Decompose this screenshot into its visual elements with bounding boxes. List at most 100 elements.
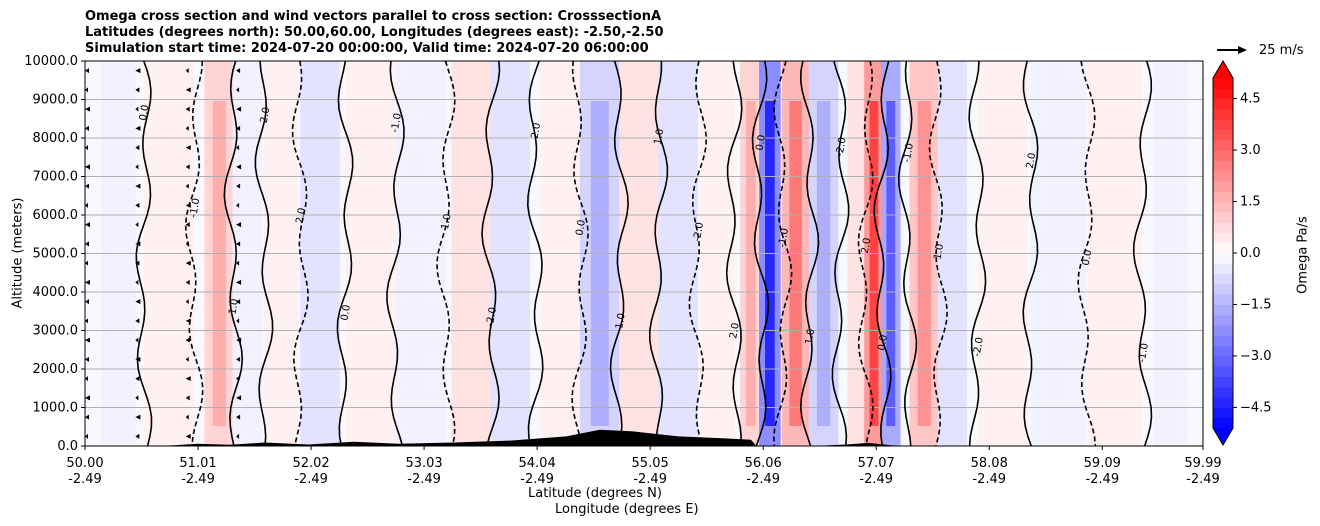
y-tick-label: 6000.0 xyxy=(33,208,79,223)
wind-vector xyxy=(185,356,189,362)
wind-vector xyxy=(185,299,189,305)
colorbar-segment xyxy=(1213,253,1233,264)
wind-vector xyxy=(85,318,88,324)
x-tick-label-lat: 54.04 xyxy=(519,456,556,471)
colorbar-segment xyxy=(1213,304,1233,316)
chart-title-line-1: Omega cross section and wind vectors par… xyxy=(85,9,662,24)
wind-vector xyxy=(185,164,190,170)
omega-band-core xyxy=(886,101,896,426)
colorbar-segment xyxy=(1213,150,1233,161)
contour-line xyxy=(135,61,153,446)
wind-vector xyxy=(236,106,242,112)
contour-line xyxy=(831,61,850,446)
colorbar-segment xyxy=(1213,201,1233,213)
wind-vector xyxy=(135,87,140,93)
colorbar-segment xyxy=(1213,355,1233,367)
x-tick-label-lat: 57.07 xyxy=(858,456,895,471)
contour-label: 0.0 xyxy=(339,304,353,322)
contour-line xyxy=(725,61,743,446)
y-tick-label: 1000.0 xyxy=(33,401,79,416)
wind-vector xyxy=(236,87,240,93)
wind-vector xyxy=(135,260,140,266)
y-tick-label: 2000.0 xyxy=(33,362,79,377)
contour-label: 1.0 xyxy=(932,243,946,261)
colorbar-segment xyxy=(1213,232,1233,244)
chart-title-line-2: Latitudes (degrees north): 50.00,60.00, … xyxy=(85,25,664,40)
wind-vector xyxy=(135,125,141,131)
omega-band-core xyxy=(869,101,879,426)
wind-vector xyxy=(185,376,191,382)
contour-label: 0.0 xyxy=(138,104,152,122)
wind-vector xyxy=(236,318,240,324)
wind-vector xyxy=(236,433,240,439)
contour-line xyxy=(609,61,629,446)
wind-vector xyxy=(85,183,89,189)
colorbar-segment xyxy=(1213,417,1233,429)
x-tick-label-lon: -2.49 xyxy=(520,472,554,487)
wind-vector xyxy=(85,164,90,170)
wind-vector xyxy=(85,145,88,151)
y-axis: 0.0 1000.0 2000.0 3000.0 4000.0 5000.0 6000.0 7… xyxy=(24,54,85,454)
x-tick-label-lat: 52.02 xyxy=(292,456,329,471)
colorbar-segment xyxy=(1213,397,1233,408)
x-tick-label-lon: -2.49 xyxy=(407,472,441,487)
wind-vector xyxy=(135,202,140,208)
x-tick-label-lon: -2.49 xyxy=(1085,472,1119,487)
wind-vector xyxy=(135,183,141,189)
quiver-key-arrow-head xyxy=(1238,46,1247,54)
x-tick-label-lon: -2.49 xyxy=(294,472,328,487)
contour-line xyxy=(184,61,204,446)
contour-line xyxy=(688,61,708,446)
colorbar-label: Omega Pa/s xyxy=(1296,216,1311,294)
x-tick-label-lat: 58.08 xyxy=(971,456,1008,471)
colorbar-segment xyxy=(1213,160,1233,172)
wind-vector xyxy=(236,202,240,208)
contour-line xyxy=(336,61,354,446)
contour-label: -1.0 xyxy=(777,227,791,248)
wind-vector xyxy=(185,433,191,439)
y-tick-label: 0.0 xyxy=(57,439,78,454)
contour-line xyxy=(436,61,456,446)
colorbar-segment xyxy=(1213,283,1233,295)
colorbar-segment xyxy=(1213,407,1233,419)
y-tick-label: 7000.0 xyxy=(33,170,79,185)
x-tick-label-lon: -2.49 xyxy=(181,472,215,487)
quiver-key xyxy=(1217,46,1247,54)
y-tick-label: 8000.0 xyxy=(33,131,79,146)
contour-label: -2.0 xyxy=(835,136,849,157)
omega-band-core xyxy=(765,101,775,426)
contour-label: -2.0 xyxy=(485,306,499,327)
colorbar-segment xyxy=(1213,366,1233,378)
omega-contours: 0.0 -1.0 1.0 -2.0 2.0 0.0 -1.0 1.0 -2.0 2.0 0.0 -1.… xyxy=(135,61,1153,446)
colorbar-segment xyxy=(1213,170,1233,182)
wind-vector xyxy=(135,414,141,420)
colorbar-segment xyxy=(1213,294,1233,305)
colorbar-tick-label: 3.0 xyxy=(1240,143,1261,158)
wind-vector xyxy=(236,395,242,401)
wind-vector xyxy=(85,395,90,401)
contour-label: 0.0 xyxy=(1081,249,1095,267)
wind-vector xyxy=(236,414,241,420)
x-axis-label-latitude: Latitude (degrees N) xyxy=(528,486,662,501)
contour-label: 2.0 xyxy=(728,322,742,340)
colorbar-segment xyxy=(1213,314,1233,326)
x-axis: 50.00-2.4951.01-2.4952.02-2.4953.03-2.49… xyxy=(66,446,1222,487)
wind-vector xyxy=(85,202,88,208)
wind-vector xyxy=(236,125,241,131)
x-tick-label-lon: -2.49 xyxy=(859,472,893,487)
quiver-key-label: 25 m/s xyxy=(1259,43,1304,58)
x-tick-label-lat: 59.99 xyxy=(1184,456,1221,471)
wind-vector xyxy=(236,279,242,285)
omega-band-core xyxy=(746,101,756,426)
contour-line xyxy=(799,61,820,446)
colorbar-extend-min xyxy=(1213,428,1233,445)
contour-label: 2.0 xyxy=(530,122,544,140)
contour-label: 0.0 xyxy=(755,134,769,152)
wind-vector xyxy=(135,68,141,74)
wind-vector xyxy=(85,68,89,74)
colorbar-outline xyxy=(1212,60,1234,446)
wind-vector xyxy=(85,222,90,228)
contour-line xyxy=(968,61,987,446)
colorbar: 4.5 3.0 1.5 0.0 −1.5 −3.0 −4.5 xyxy=(1212,60,1272,446)
wind-vector xyxy=(185,260,191,266)
